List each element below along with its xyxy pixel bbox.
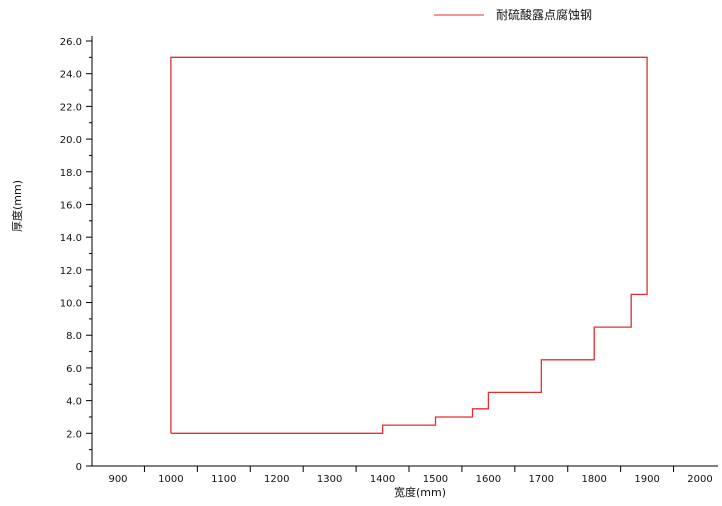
x-tick-label: 1200 <box>264 474 289 485</box>
y-tick-label: 20.0 <box>60 135 82 146</box>
x-ticks: 900 1000 1100 1200 1300 1400 1500 1600 1700 1800 1… <box>108 466 713 485</box>
x-tick-label: 1700 <box>529 474 554 485</box>
x-tick-label: 1400 <box>370 474 395 485</box>
y-tick-label: 16.0 <box>60 200 82 211</box>
x-tick-label: 900 <box>108 474 127 485</box>
x-tick-label: 1900 <box>634 474 659 485</box>
y-tick-label: 4.0 <box>66 397 82 408</box>
y-tick-label: 26.0 <box>60 37 82 48</box>
x-axis-title: 宽度(mm) <box>394 485 446 499</box>
y-tick-label: 12.0 <box>60 266 82 277</box>
x-tick-label: 2000 <box>687 474 712 485</box>
y-tick-label: 18.0 <box>60 168 82 179</box>
legend: 耐硫酸露点腐蚀钢 <box>434 7 592 22</box>
axes <box>91 36 718 467</box>
x-tick-label: 1600 <box>476 474 501 485</box>
y-tick-label: 2.0 <box>66 429 82 440</box>
series-line <box>170 56 648 434</box>
legend-label: 耐硫酸露点腐蚀钢 <box>496 7 592 22</box>
x-tick-label: 1300 <box>317 474 342 485</box>
y-tick-label: 22.0 <box>60 102 82 113</box>
series-layer <box>170 56 648 434</box>
x-tick-label: 1100 <box>211 474 236 485</box>
y-tick-label: 14.0 <box>60 233 82 244</box>
y-axis-title: 厚度(mm) <box>10 180 24 232</box>
y-tick-label: 6.0 <box>66 364 82 375</box>
y-tick-label: 24.0 <box>60 70 82 81</box>
y-ticks: 0 2.0 4.0 6.0 8.0 10.0 12.0 14.0 16.0 18.0 20.0 22.… <box>60 37 92 473</box>
x-tick-label: 1500 <box>423 474 448 485</box>
y-tick-label: 10.0 <box>60 299 82 310</box>
x-tick-label: 1800 <box>581 474 606 485</box>
y-tick-label: 8.0 <box>66 331 82 342</box>
x-tick-label: 1000 <box>158 474 183 485</box>
y-tick-label: 0 <box>76 462 82 473</box>
